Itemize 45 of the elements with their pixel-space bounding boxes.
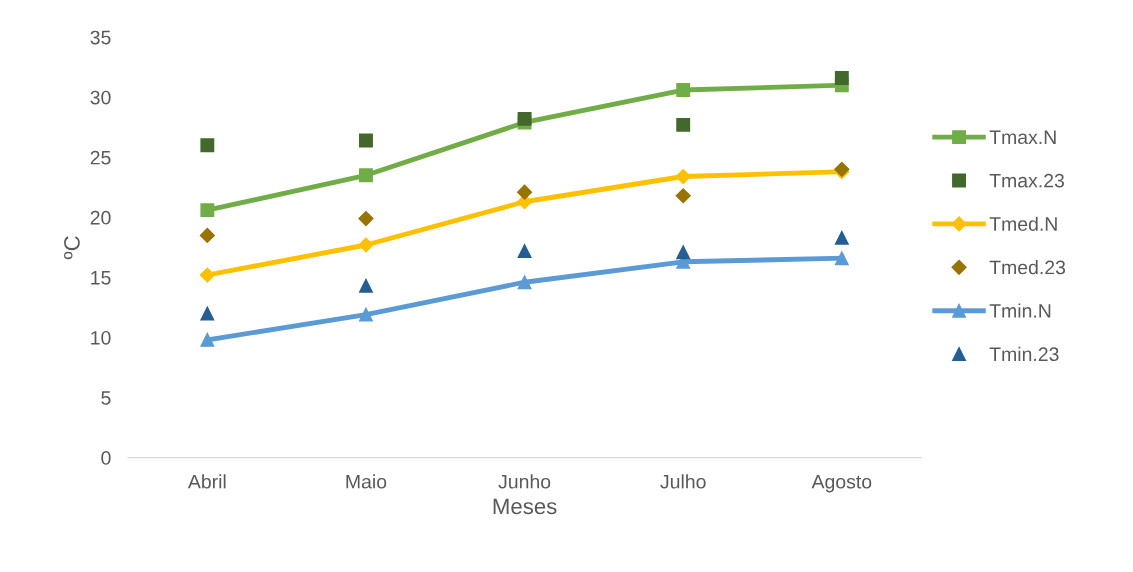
y-tick-label: 5 xyxy=(101,391,111,405)
point xyxy=(199,227,215,243)
x-tick-label: Agosto xyxy=(811,474,872,493)
point xyxy=(517,275,532,290)
point xyxy=(675,168,691,185)
x-tick-label: Abril xyxy=(187,474,226,489)
point xyxy=(676,117,691,132)
point xyxy=(359,168,373,183)
point xyxy=(200,203,215,218)
legend-label: Tmed.N xyxy=(989,216,1057,231)
legend-label: Tmin.23 xyxy=(989,346,1059,362)
point xyxy=(834,251,849,266)
legend-label: Tmed.23 xyxy=(989,260,1066,275)
y-tick-label: 30 xyxy=(90,90,111,105)
point xyxy=(517,111,532,126)
point xyxy=(675,188,691,204)
point xyxy=(359,278,373,293)
point xyxy=(676,83,691,97)
point xyxy=(359,133,373,148)
point xyxy=(358,210,374,227)
legend-label: Tmin.N xyxy=(989,303,1051,318)
point xyxy=(199,267,215,283)
point xyxy=(200,138,215,153)
y-tick-label: 20 xyxy=(90,210,111,225)
point xyxy=(834,230,849,245)
y-tick-label: 35 xyxy=(90,30,111,45)
point xyxy=(200,332,215,347)
legend-label: Tmax.23 xyxy=(989,173,1064,188)
point xyxy=(358,237,374,253)
legend-label: Tmax.N xyxy=(989,130,1056,145)
x-axis-title: Meses xyxy=(493,498,557,515)
y-tick-label: 10 xyxy=(91,330,111,345)
point xyxy=(676,245,691,260)
point xyxy=(834,71,849,85)
y-tick-label: 0 xyxy=(101,451,111,465)
x-tick-label: Junho xyxy=(498,474,551,489)
y-tick-label: 15 xyxy=(91,271,111,285)
x-tick-label: Maio xyxy=(346,474,387,489)
point xyxy=(517,244,532,258)
point xyxy=(200,306,215,321)
point xyxy=(517,184,533,200)
point xyxy=(359,307,373,322)
x-tick-label: Julho xyxy=(660,474,706,489)
y-tick-label: 25 xyxy=(90,150,111,165)
y-axis-title: ºC xyxy=(64,236,80,260)
